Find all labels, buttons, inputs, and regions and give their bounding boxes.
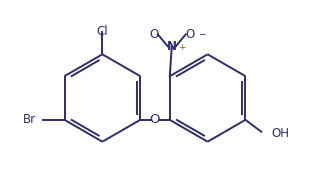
Text: O: O [185,28,194,41]
Text: O: O [149,28,159,41]
Text: OH: OH [271,127,289,140]
Text: N: N [167,40,177,53]
Text: O: O [150,113,160,126]
Text: +: + [178,43,185,52]
Text: Cl: Cl [96,24,108,37]
Text: Br: Br [23,113,36,126]
Text: −: − [197,29,205,38]
